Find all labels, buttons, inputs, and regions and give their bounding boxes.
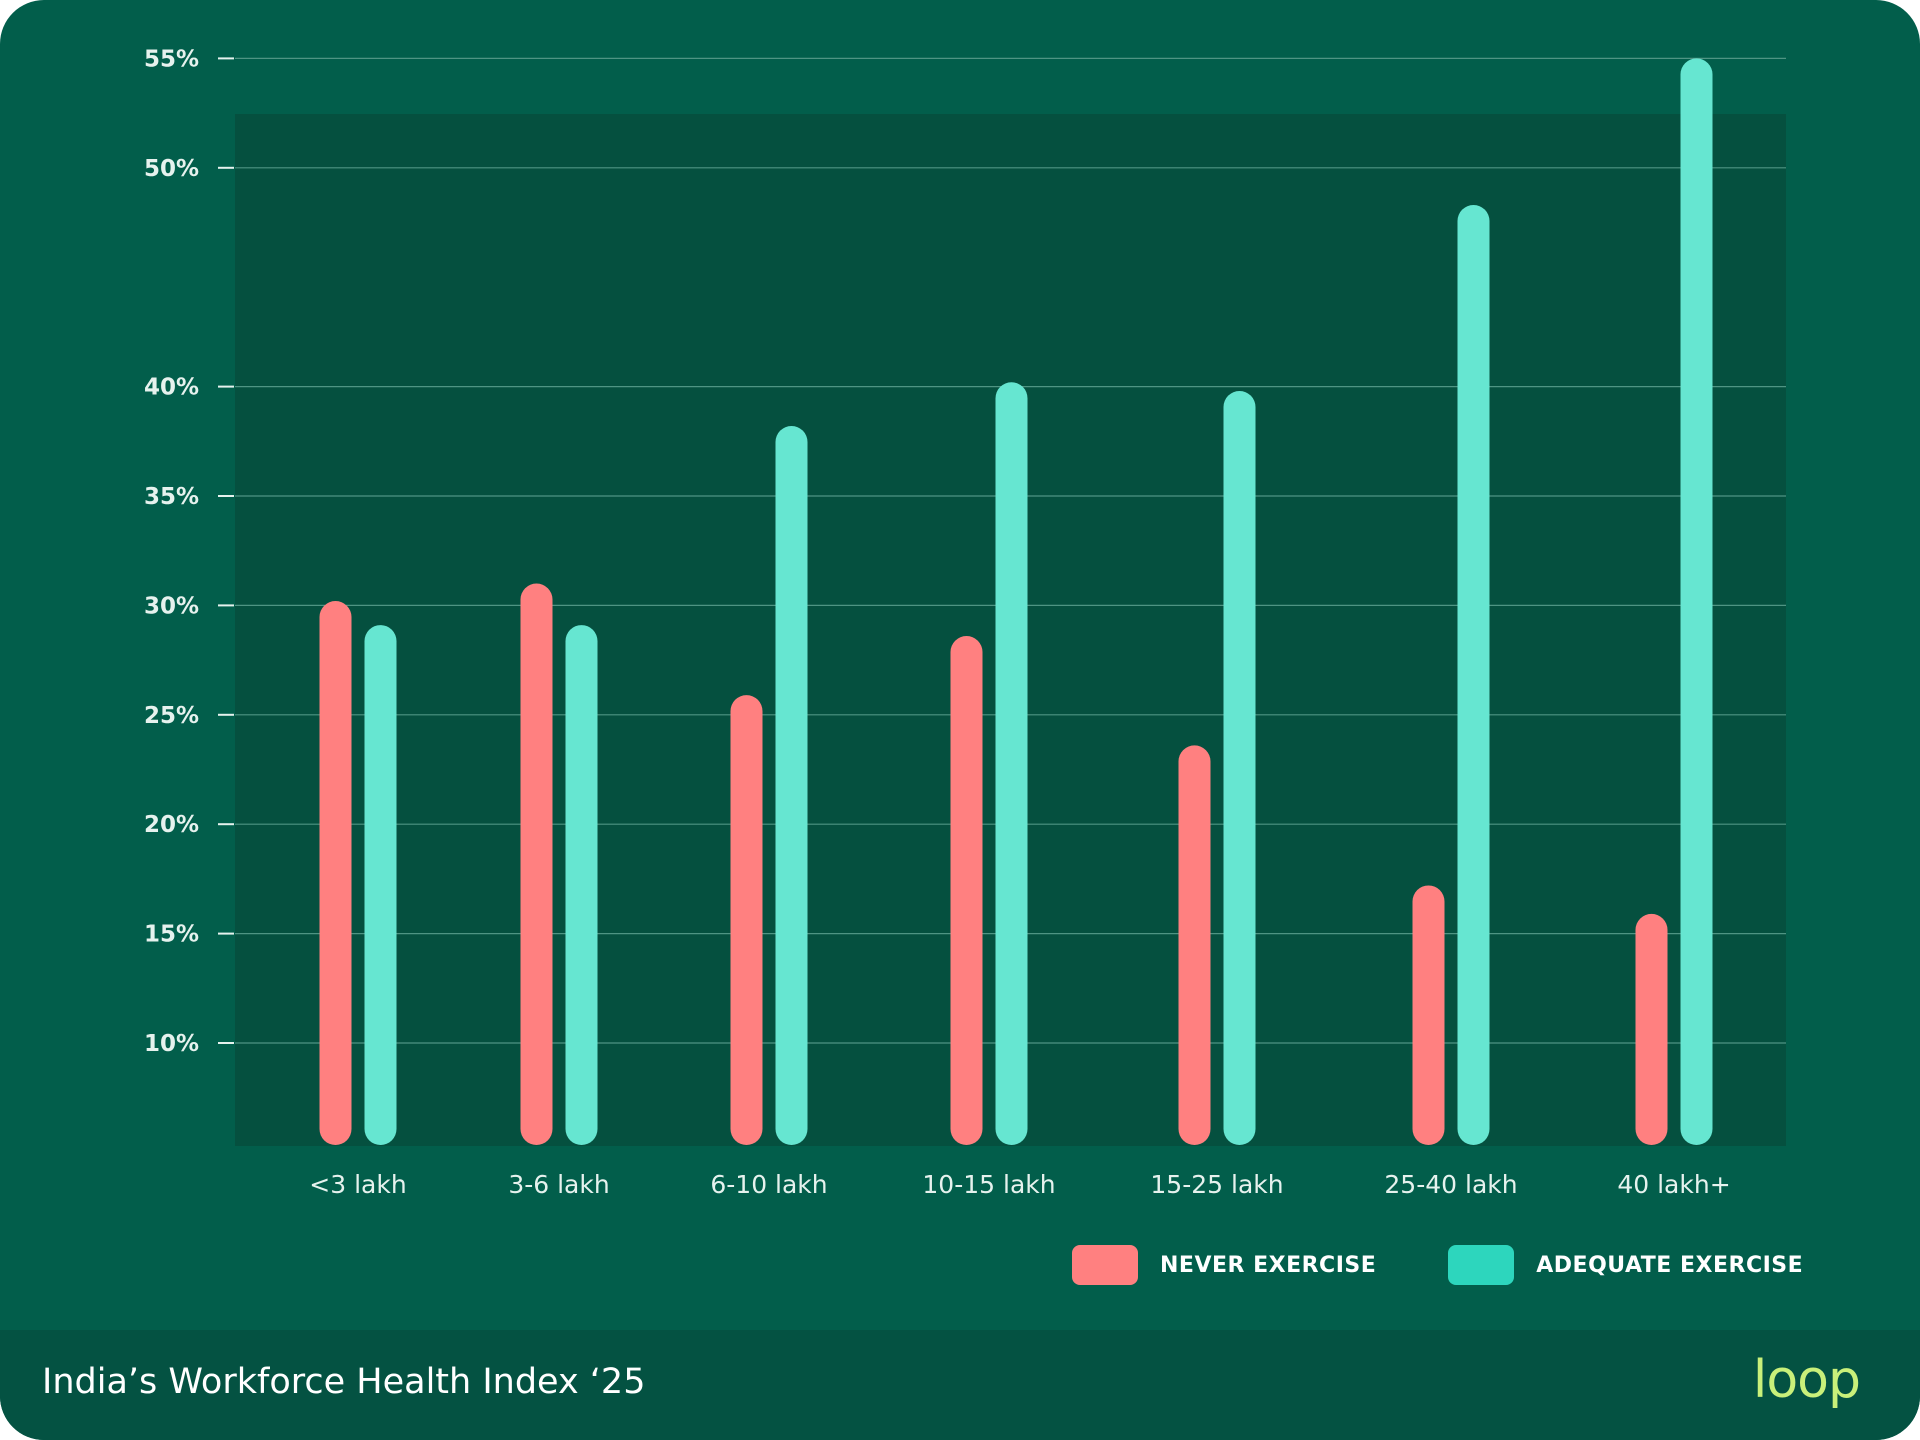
x-category-label: 40 lakh+ [1617,1170,1730,1199]
x-category-label: 6-10 lakh [710,1170,827,1199]
bar-never-exercise [730,695,763,1145]
bar-never-exercise [1635,913,1668,1145]
footer-title: India’s Workforce Health Index ‘25 [42,1362,646,1402]
y-tick-label: 35% [144,484,199,510]
x-category-label: 15-25 lakh [1150,1170,1283,1199]
bar-adequate-exercise [565,625,598,1145]
bar-never-exercise [319,601,352,1145]
y-tick-label: 30% [144,593,199,619]
legend-label-adequate-exercise: ADEQUATE EXERCISE [1536,1252,1804,1278]
legend-item-adequate-exercise: ADEQUATE EXERCISE [1448,1245,1803,1285]
bar-never-exercise [520,583,553,1145]
bar-adequate-exercise [1223,390,1256,1145]
bar-adequate-exercise [364,625,397,1145]
y-tick-label: 40% [144,375,199,401]
bar-adequate-exercise [1457,204,1490,1146]
bar-chart: 10% 15% 20% 25% 30% 35% 40% 50% 55% <3 lakh 3-6 la… [144,46,1786,1199]
legend-item-never-exercise: NEVER EXERCISE [1072,1245,1376,1285]
legend-label-never-exercise: NEVER EXERCISE [1160,1252,1377,1278]
x-category-label: 10-15 lakh [922,1170,1055,1199]
bar-adequate-exercise [1680,58,1713,1145]
legend-swatch-never-exercise [1072,1245,1138,1285]
y-tick-label: 55% [144,46,199,72]
chart-legend: NEVER EXERCISE ADEQUATE EXERCISE [1072,1245,1803,1285]
y-tick-label: 25% [144,703,199,729]
x-category-label: 3-6 lakh [508,1170,609,1199]
bar-adequate-exercise [775,425,808,1145]
y-tick-label: 10% [144,1031,199,1057]
bar-never-exercise [1412,885,1445,1145]
x-category-label: 25-40 lakh [1384,1170,1517,1199]
y-tick-label: 50% [144,156,199,182]
loop-logo: loop [1752,1350,1861,1410]
bar-never-exercise [1178,745,1211,1145]
bar-never-exercise [950,636,983,1145]
y-tick-label: 20% [144,812,199,838]
y-tick-label: 15% [144,922,199,948]
x-category-label: <3 lakh [309,1170,406,1199]
bar-adequate-exercise [995,382,1028,1145]
footer-bar: India’s Workforce Health Index ‘25 loop [0,1330,1920,1440]
legend-swatch-adequate-exercise [1448,1245,1515,1285]
